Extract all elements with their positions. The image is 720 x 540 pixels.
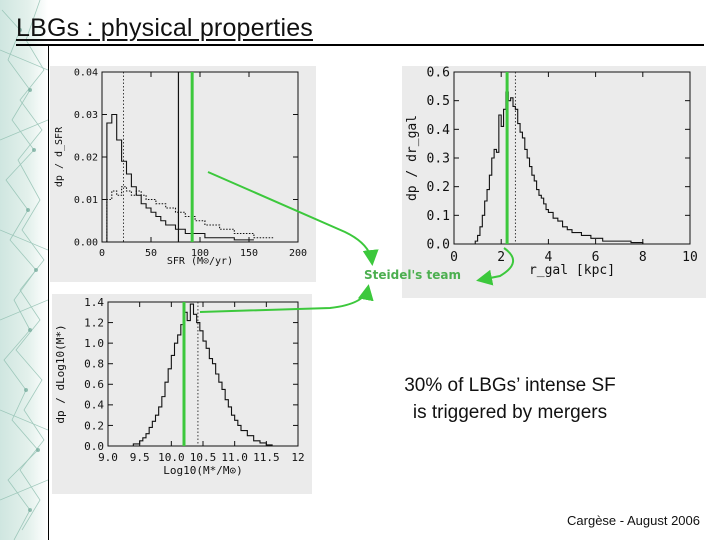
rgal-xtick-label: 6 — [592, 250, 600, 265]
rgal-series-0-line — [474, 91, 655, 245]
sfr-xtick-label: 150 — [240, 248, 258, 259]
rgal-ytick-label: 0.3 — [427, 152, 450, 167]
sfr-xtick-label: 200 — [289, 248, 307, 259]
decorative-sidebar — [0, 0, 48, 540]
sfr-ytick-label: 0.02 — [74, 153, 98, 164]
rgal-ytick-label: 0.2 — [427, 180, 450, 195]
mass-x-axis-label: Log10(M*/M⊙) — [163, 464, 242, 477]
footer-text: Cargèse - August 2006 — [567, 513, 700, 528]
rgal-chart: 0 2 4 6 8 10 0.0 0.1 0.2 0.3 0.4 0.5 0.6 r_gal [kpc] d… — [405, 66, 698, 278]
mass-xtick-label: 9.0 — [98, 451, 118, 464]
sfr-x-axis-label: SFR (M⊙/yr) — [167, 256, 233, 267]
mass-xtick-label: 11.5 — [253, 451, 279, 464]
rgal-ytick-label: 0.1 — [427, 209, 450, 224]
mass-chart: 9.0 9.5 10.0 10.5 11.0 11.5 12 0.0 0.2 0.4 0.6 0.8 1… — [54, 296, 305, 477]
rgal-xtick-label: 10 — [682, 250, 698, 265]
sfr-ytick-label: 0.01 — [74, 195, 98, 206]
mass-xtick-label: 9.5 — [130, 451, 150, 464]
rgal-xtick-label: 2 — [497, 250, 505, 265]
rgal-ytick-label: 0.0 — [427, 238, 450, 253]
rgal-xtick-label: 4 — [544, 250, 552, 265]
vertical-rule — [48, 46, 49, 540]
mass-plot-frame — [107, 301, 299, 447]
conclusion-text: 30% of LBGs’ intense SF is triggered by … — [355, 372, 665, 426]
mass-xtick-label: 11.0 — [221, 451, 248, 464]
sfr-chart-panel: 0 50 100 150 200 0.00 0.01 0.02 0.03 0.04 SFR (M⊙/… — [50, 66, 316, 282]
sfr-ytick-label: 0.00 — [74, 238, 98, 249]
sfr-xtick-label: 50 — [145, 248, 157, 259]
rgal-ytick-label: 0.6 — [427, 66, 450, 81]
mass-xtick-label: 10.5 — [190, 451, 217, 464]
mass-series-0-line — [132, 303, 273, 446]
rgal-ytick-label: 0.5 — [427, 94, 450, 109]
mass-ytick-label: 0.4 — [84, 399, 104, 412]
mass-ytick-label: 1.2 — [84, 316, 104, 329]
steidel-team-annotation: Steidel's team — [364, 268, 461, 282]
sfr-ytick-label: 0.04 — [74, 68, 98, 79]
rgal-chart-panel: 0 2 4 6 8 10 0.0 0.1 0.2 0.3 0.4 0.5 0.6 r_gal [kpc] d… — [402, 66, 706, 298]
mass-chart-panel: 9.0 9.5 10.0 10.5 11.0 11.5 12 0.0 0.2 0.4 0.6 0.8 1… — [52, 294, 312, 494]
rgal-y-axis-label: dp / dr_gal — [405, 115, 420, 201]
rgal-xtick-label: 8 — [639, 250, 647, 265]
sfr-chart: 0 50 100 150 200 0.00 0.01 0.02 0.03 0.04 SFR (M⊙/… — [54, 68, 307, 268]
mass-ytick-label: 0.6 — [84, 378, 104, 391]
conclusion-line-2: is triggered by mergers — [412, 402, 608, 423]
rgal-xtick-label: 0 — [450, 250, 458, 265]
sfr-xtick-label: 100 — [191, 248, 209, 259]
sfr-plot-frame — [101, 71, 299, 243]
sfr-series-0-line — [106, 113, 254, 242]
mass-ytick-label: 1.4 — [84, 296, 104, 309]
network-texture — [0, 0, 48, 540]
sfr-series-1-line — [106, 186, 274, 242]
mass-ytick-label: 0.0 — [84, 440, 104, 453]
mass-xtick-label: 12 — [291, 451, 304, 464]
sfr-y-axis-label: dp / d_SFR — [54, 126, 65, 187]
rgal-ytick-label: 0.4 — [427, 123, 451, 138]
slide-title: LBGs : physical properties — [16, 14, 313, 42]
mass-ytick-label: 0.8 — [84, 358, 104, 371]
sfr-ytick-label: 0.03 — [74, 110, 98, 121]
rgal-x-axis-label: r_gal [kpc] — [529, 263, 615, 278]
sfr-xtick-label: 0 — [99, 248, 105, 259]
mass-ytick-label: 0.2 — [84, 419, 104, 432]
conclusion-line-1: 30% of LBGs’ intense SF — [404, 375, 616, 396]
rgal-plot-frame — [453, 71, 691, 245]
mass-y-axis-label: dp / dLog10(M*) — [54, 324, 67, 423]
title-underline-rule — [16, 44, 704, 46]
mass-ytick-label: 1.0 — [84, 337, 104, 350]
mass-xtick-label: 10.0 — [158, 451, 185, 464]
